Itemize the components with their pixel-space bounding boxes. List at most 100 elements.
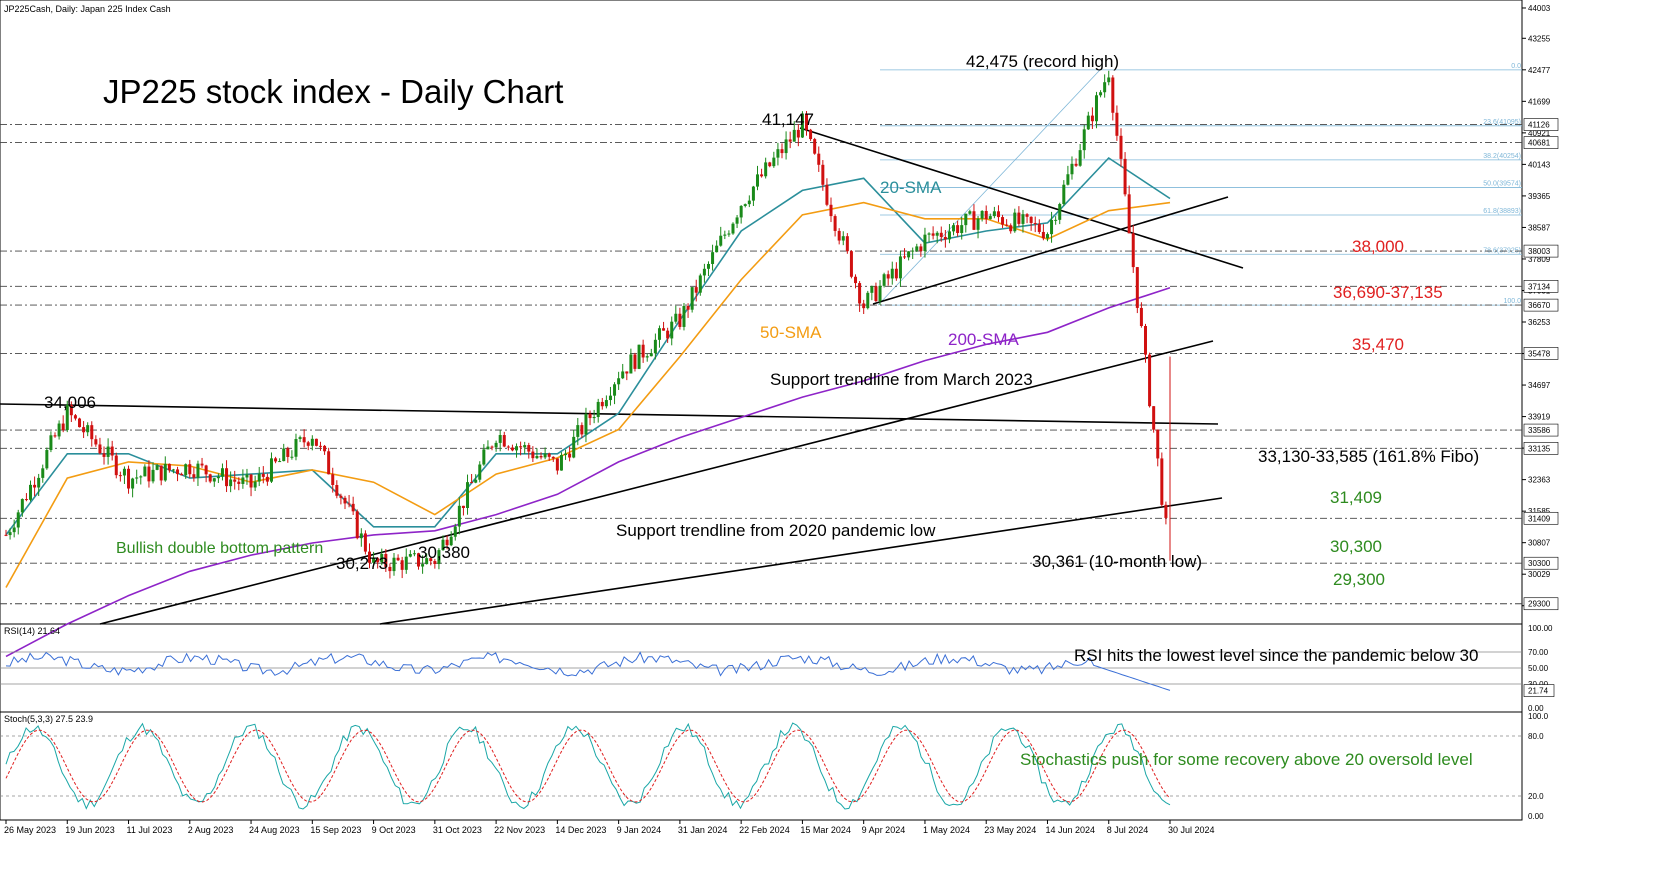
candle-body — [637, 344, 641, 369]
candle-body — [302, 437, 306, 443]
rsi-tick-label: 100.00 — [1528, 624, 1553, 633]
sma200-label: 200-SMA — [948, 330, 1020, 349]
candle-body — [282, 448, 286, 462]
candle-body — [935, 232, 939, 236]
candle-body — [898, 256, 902, 279]
candle-body — [1164, 504, 1168, 518]
candle-body — [931, 233, 935, 236]
candle-body — [706, 263, 710, 269]
fibo-label: 38.2(40254) — [1483, 153, 1521, 160]
candle-body — [939, 232, 943, 237]
candle-body — [188, 464, 192, 475]
level-label: 30,300 — [1330, 537, 1382, 556]
candle-body — [253, 481, 257, 488]
candle-body — [919, 246, 923, 252]
price-tick-label: 30029 — [1528, 570, 1551, 579]
candle-body — [151, 469, 155, 482]
sma50-label: 50-SMA — [760, 323, 822, 342]
candle-body — [388, 566, 392, 572]
candle-body — [649, 353, 653, 357]
candle-body — [1062, 184, 1066, 205]
price-marker-label: 40681 — [1528, 139, 1551, 148]
candle-body — [384, 554, 388, 567]
candle-body — [86, 425, 90, 433]
price-marker — [1523, 347, 1559, 360]
candle-body — [265, 476, 269, 482]
candle-body — [972, 211, 976, 230]
candle-body — [310, 438, 314, 446]
candle-body — [478, 464, 482, 480]
candle-body — [323, 445, 327, 452]
time-tick-label: 22 Nov 2023 — [494, 825, 545, 835]
candle-body — [952, 225, 956, 232]
candle-body — [666, 330, 670, 339]
candle-body — [457, 505, 461, 527]
candle-body — [1119, 135, 1123, 159]
candle-body — [233, 479, 237, 482]
price-tick-label: 40143 — [1528, 160, 1551, 169]
candle-body — [768, 162, 772, 167]
price-marker-label: 33135 — [1528, 444, 1551, 453]
rsi-path — [5, 651, 1171, 691]
candle-body — [184, 464, 188, 476]
price-marker — [1523, 118, 1559, 131]
candle-body — [625, 371, 629, 374]
rsi-line — [5, 651, 1171, 691]
candle-body — [78, 418, 82, 428]
candle-body — [159, 465, 163, 481]
triangle-upper-line — [799, 127, 1244, 269]
candle-body — [523, 445, 527, 448]
candle-body — [8, 532, 12, 536]
candle-body — [1086, 115, 1090, 130]
candle-body — [833, 216, 837, 231]
candle-body — [94, 439, 98, 445]
peak-41147-label: 41,147 — [762, 110, 814, 129]
candle-body — [1037, 223, 1041, 232]
candle-body — [53, 435, 57, 437]
candle-body — [380, 554, 384, 563]
candle-body — [1107, 77, 1111, 83]
chart-title: JP225 stock index - Daily Chart — [103, 73, 563, 110]
candle-body — [682, 306, 686, 327]
candle-body — [984, 210, 988, 220]
candle-body — [445, 539, 449, 546]
candle-body — [417, 553, 421, 567]
rsi-tick-label: 0.00 — [1528, 704, 1544, 713]
candle-body — [216, 476, 220, 479]
candle-body — [911, 250, 915, 252]
stoch-signal-path — [5, 729, 1171, 803]
price-marker — [1523, 423, 1559, 437]
candle-body — [629, 354, 633, 374]
candle-body — [135, 477, 139, 479]
candle-body — [719, 235, 723, 246]
price-tick-label: 41699 — [1528, 97, 1551, 106]
candle-body — [131, 478, 135, 489]
price-marker-label: 31409 — [1528, 514, 1551, 523]
candle-body — [437, 550, 441, 565]
candle-body — [118, 475, 122, 477]
price-marker — [1523, 597, 1559, 611]
candle-body — [494, 442, 498, 448]
moving-averages — [5, 156, 1171, 658]
low-30273-label: 30,273 — [336, 554, 388, 573]
price-marker — [1523, 298, 1559, 312]
price-marker-label: 37134 — [1528, 282, 1551, 291]
sma-line-0 — [5, 156, 1171, 536]
candle-body — [343, 497, 347, 504]
double-bottom-label: Bullish double bottom pattern — [116, 540, 323, 557]
candle-body — [298, 437, 302, 440]
time-tick-label: 11 Jul 2023 — [127, 825, 173, 835]
candle-body — [241, 477, 245, 484]
candle-body — [20, 499, 24, 513]
candle-body — [102, 453, 106, 457]
candle-body — [788, 139, 792, 142]
candle-body — [780, 149, 784, 154]
candle-body — [800, 113, 804, 138]
candle-body — [849, 251, 853, 277]
candle-body — [903, 256, 907, 258]
price-marker — [1523, 556, 1559, 570]
candle-body — [167, 463, 171, 471]
level-label: 36,690-37,135 — [1333, 283, 1443, 302]
level-label: 33,130-33,585 (161.8% Fibo) — [1258, 447, 1479, 466]
candle-body — [1054, 219, 1058, 221]
